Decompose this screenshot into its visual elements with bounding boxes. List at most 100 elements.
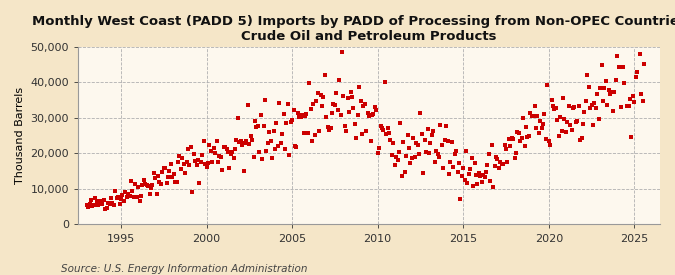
Point — [478, 172, 489, 177]
Point — [626, 135, 637, 140]
Point — [570, 120, 581, 124]
Point — [599, 86, 610, 91]
Point — [130, 182, 140, 187]
Point — [159, 166, 169, 170]
Point — [418, 170, 429, 175]
Point — [217, 168, 227, 173]
Point — [374, 145, 385, 150]
Point — [301, 112, 312, 116]
Point — [245, 134, 256, 138]
Point — [174, 154, 185, 158]
Point — [321, 115, 331, 119]
Point — [389, 162, 400, 167]
Point — [122, 195, 132, 199]
Point — [385, 138, 396, 142]
Point — [634, 52, 645, 56]
Point — [204, 142, 215, 147]
Point — [560, 130, 571, 134]
Point — [278, 112, 289, 116]
Point — [123, 192, 134, 197]
Point — [324, 128, 335, 132]
Point — [238, 169, 249, 174]
Point — [605, 92, 616, 97]
Point — [115, 197, 126, 201]
Text: Source: U.S. Energy Information Administration: Source: U.S. Energy Information Administ… — [61, 264, 307, 274]
Point — [244, 142, 254, 146]
Point — [382, 126, 393, 130]
Point — [170, 180, 181, 184]
Point — [441, 124, 452, 128]
Point — [99, 198, 109, 203]
Point — [510, 150, 521, 155]
Point — [110, 189, 121, 193]
Point — [191, 163, 202, 167]
Point — [365, 139, 376, 144]
Point — [556, 128, 567, 133]
Point — [479, 175, 490, 180]
Point — [428, 129, 439, 133]
Point — [582, 73, 593, 77]
Point — [442, 139, 453, 143]
Point — [596, 62, 607, 67]
Point — [192, 158, 203, 162]
Point — [92, 203, 103, 207]
Point — [619, 81, 630, 85]
Point — [468, 184, 479, 188]
Point — [388, 141, 399, 145]
Point — [610, 78, 621, 82]
Point — [137, 183, 148, 187]
Point — [535, 119, 545, 123]
Point — [587, 123, 598, 128]
Point — [368, 111, 379, 116]
Point — [539, 112, 550, 116]
Point — [105, 196, 116, 200]
Point — [562, 119, 572, 124]
Point — [337, 50, 348, 55]
Point — [439, 138, 450, 142]
Point — [265, 139, 276, 144]
Point — [277, 132, 288, 136]
Point — [84, 202, 95, 206]
Point — [219, 144, 230, 149]
Point — [506, 135, 517, 140]
Point — [146, 186, 157, 190]
Point — [154, 180, 165, 184]
Point — [237, 142, 248, 147]
Point — [515, 139, 526, 143]
Point — [314, 129, 325, 133]
Point — [603, 88, 614, 92]
Point — [230, 146, 240, 151]
Point — [148, 171, 159, 175]
Point — [155, 181, 166, 186]
Point — [256, 156, 267, 161]
Point — [213, 160, 223, 164]
Point — [133, 185, 144, 189]
Point — [533, 130, 544, 135]
Point — [592, 92, 603, 96]
Point — [254, 149, 265, 154]
Point — [318, 95, 329, 99]
Point — [291, 145, 302, 150]
Point — [377, 126, 387, 130]
Point — [493, 166, 504, 170]
Point — [522, 135, 533, 139]
Point — [566, 128, 577, 132]
Point — [288, 108, 299, 113]
Point — [168, 172, 179, 176]
Point — [460, 149, 471, 153]
Point — [609, 90, 620, 94]
Point — [126, 178, 136, 183]
Point — [274, 101, 285, 106]
Point — [602, 103, 613, 108]
Point — [404, 146, 414, 150]
Point — [485, 179, 495, 183]
Point — [445, 160, 456, 164]
Point — [114, 202, 125, 206]
Point — [231, 138, 242, 142]
Point — [554, 134, 564, 138]
Point — [234, 140, 245, 144]
Point — [504, 137, 514, 142]
Point — [400, 170, 410, 174]
Point — [211, 139, 222, 143]
Point — [443, 172, 454, 176]
